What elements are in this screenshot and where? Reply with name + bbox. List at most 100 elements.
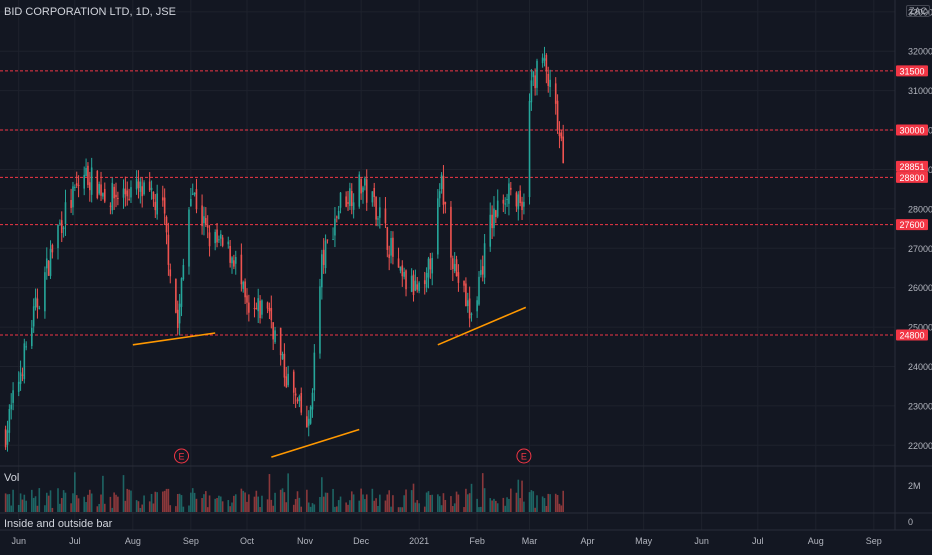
price-tick-label: 27000 <box>908 244 932 254</box>
candle-body <box>6 430 9 445</box>
candle-body <box>44 272 46 312</box>
volume-bar <box>506 497 508 512</box>
volume-bar <box>410 490 413 512</box>
price-tick-label: 32000 <box>908 47 932 57</box>
candle-body <box>163 197 166 214</box>
candle-body <box>49 248 52 276</box>
volume-bar <box>321 477 323 512</box>
candle-body <box>111 182 114 211</box>
candle-body <box>429 258 432 270</box>
volume-bar <box>201 498 203 512</box>
candle-body <box>298 396 301 402</box>
volume-bar <box>541 496 544 512</box>
volume-bar <box>392 495 394 512</box>
candle-body <box>313 352 316 391</box>
candle-body <box>319 286 321 354</box>
volume-bar <box>255 490 258 512</box>
volume-bar <box>180 495 183 512</box>
time-axis-label: 2021 <box>409 536 429 546</box>
volume-bar <box>216 498 218 512</box>
volume-bar <box>444 499 447 512</box>
candle-body <box>543 58 546 61</box>
time-axis-label: Oct <box>240 536 255 546</box>
volume-bar <box>347 504 349 512</box>
volume-bar <box>36 505 39 512</box>
candle-body <box>214 231 216 244</box>
volume-bar <box>182 506 185 512</box>
volume-bar <box>248 494 250 512</box>
candle-body <box>74 186 76 188</box>
volume-bar <box>403 495 405 512</box>
volume-bars <box>4 472 565 512</box>
time-axis-label: Aug <box>808 536 824 546</box>
volume-bar <box>438 496 441 512</box>
volume-bar <box>49 490 52 512</box>
volume-bar <box>470 483 473 512</box>
volume-bar <box>292 504 295 512</box>
candle-body <box>339 192 342 208</box>
candle-body <box>25 346 27 348</box>
volume-bar <box>188 505 190 512</box>
volume-bar <box>102 475 104 512</box>
candle-body <box>452 258 454 269</box>
candle-body <box>523 201 525 207</box>
volume-bar <box>75 495 78 512</box>
volume-bar <box>139 507 142 512</box>
volume-bar <box>17 504 20 512</box>
candle-body <box>178 303 181 324</box>
candle-body <box>195 189 198 210</box>
candle-body <box>246 295 248 303</box>
candle-body <box>45 258 48 269</box>
volume-bar <box>517 479 520 512</box>
volume-bar <box>332 488 334 512</box>
volume-bar <box>156 492 158 512</box>
candle-body <box>476 300 478 312</box>
candle-body <box>431 257 434 274</box>
volume-bar <box>307 502 310 512</box>
candle-body <box>272 322 274 340</box>
time-axis-label: Feb <box>469 536 485 546</box>
time-axis-label: Dec <box>353 536 370 546</box>
volume-bar <box>221 501 224 512</box>
volume-bar <box>266 499 269 512</box>
candle-body <box>117 198 119 200</box>
candle-body <box>206 225 209 228</box>
candle-body <box>547 73 550 86</box>
volume-bar <box>298 497 301 512</box>
volume-bar <box>111 507 114 512</box>
candle-body <box>218 239 220 241</box>
candle-body <box>259 300 261 319</box>
candle-body <box>438 191 441 199</box>
volume-bar <box>57 488 59 512</box>
candle-body <box>519 190 521 204</box>
candle-body <box>450 206 452 258</box>
volume-bar <box>377 505 379 512</box>
currency-badge[interactable]: ZAC <box>906 5 930 17</box>
candle-body <box>481 266 484 275</box>
volume-bar <box>371 488 374 512</box>
volume-bar <box>193 492 196 512</box>
volume-bar <box>388 490 390 512</box>
volume-bar <box>261 495 263 512</box>
candle-body <box>139 181 142 192</box>
candle-body <box>347 202 349 204</box>
volume-bar <box>38 488 41 512</box>
candle-body <box>321 254 323 288</box>
volume-bar <box>384 500 387 512</box>
volume-bar <box>214 498 216 512</box>
volume-bar <box>349 500 351 512</box>
candle-body <box>510 187 512 190</box>
volume-bar <box>141 504 144 512</box>
candle-body <box>203 216 205 224</box>
candle-body <box>257 298 260 312</box>
candle-body <box>349 188 351 207</box>
candle-body <box>98 184 100 194</box>
candle-body <box>502 199 505 204</box>
candle-body <box>470 313 473 315</box>
candle-body <box>23 343 26 380</box>
volume-bar <box>306 489 308 512</box>
volume-label: Vol <box>4 472 20 484</box>
volume-bar <box>536 495 538 512</box>
